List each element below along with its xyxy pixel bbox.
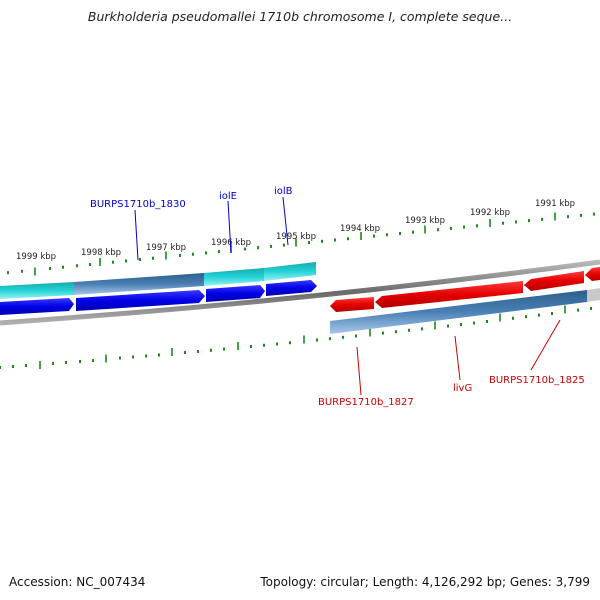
gene-arrow-burps1825[interactable] (524, 271, 584, 291)
ruler-label-1992: 1992 kbp (470, 208, 510, 218)
cds-bar-left[interactable] (0, 282, 74, 299)
accession-label: Accession: NC_007434 (9, 575, 146, 589)
gene-labels: BURPS1710b_1830 iolE iolB BURPS1710b_182… (90, 186, 585, 408)
ruler-ticks-upper (7, 212, 595, 276)
leader-burps1827 (356, 346, 362, 396)
ruler-label-1997: 1997 kbp (146, 243, 186, 253)
gene-label-iolB[interactable]: iolB (274, 186, 293, 197)
reverse-gene-track (330, 267, 600, 312)
ruler-label-1993: 1993 kbp (405, 216, 445, 226)
gene-label-iolE[interactable]: iolE (219, 191, 237, 202)
leader-burps1830 (134, 209, 139, 261)
ruler-labels: 1999 kbp 1998 kbp 1997 kbp 1996 kbp 1995… (16, 199, 575, 262)
ruler-label-1998: 1998 kbp (81, 248, 121, 258)
gene-arrow-burps1827[interactable] (330, 297, 374, 312)
leader-iolE (227, 200, 232, 254)
forward-cds-track (0, 262, 316, 299)
label-leaders (134, 196, 561, 396)
gene-label-burps1825[interactable]: BURPS1710b_1825 (489, 375, 585, 386)
gene-arrow-right-edge[interactable] (585, 267, 600, 281)
cds-bar-reverse[interactable] (330, 290, 587, 334)
gene-label-burps1830[interactable]: BURPS1710b_1830 (90, 199, 186, 210)
sequence-summary: Topology: circular; Length: 4,126,292 bp… (260, 575, 590, 589)
leader-iolB (282, 196, 289, 246)
chromosome-backbone (0, 259, 600, 326)
leader-livG (454, 335, 461, 381)
gene-arrow-iolB[interactable] (266, 280, 317, 296)
cds-bar-burps1830[interactable] (74, 273, 204, 295)
leader-burps1825 (530, 319, 561, 371)
cds-bar-iolB[interactable] (264, 262, 316, 281)
gene-label-burps1827[interactable]: BURPS1710b_1827 (318, 397, 414, 408)
reverse-cds-track (330, 288, 600, 334)
ruler-label-1995: 1995 kbp (276, 232, 316, 242)
gene-label-livG[interactable]: livG (453, 383, 472, 394)
gene-arrow-livG[interactable] (375, 281, 523, 308)
cds-bar-iolE[interactable] (204, 268, 264, 286)
ruler-label-1991: 1991 kbp (535, 199, 575, 209)
forward-gene-track (0, 280, 317, 315)
ruler-ticks-lower (0, 305, 592, 369)
cds-bar-reverse-edge[interactable] (587, 288, 600, 302)
gene-arrow-left[interactable] (0, 298, 74, 315)
map-title: Burkholderia pseudomallei 1710b chromoso… (87, 9, 513, 24)
ruler-label-1996: 1996 kbp (211, 238, 251, 248)
ruler-label-1994: 1994 kbp (340, 224, 380, 234)
gene-arrow-iolE[interactable] (206, 285, 265, 302)
gene-arrow-burps1830[interactable] (76, 290, 205, 311)
ruler-label-1999: 1999 kbp (16, 252, 56, 262)
